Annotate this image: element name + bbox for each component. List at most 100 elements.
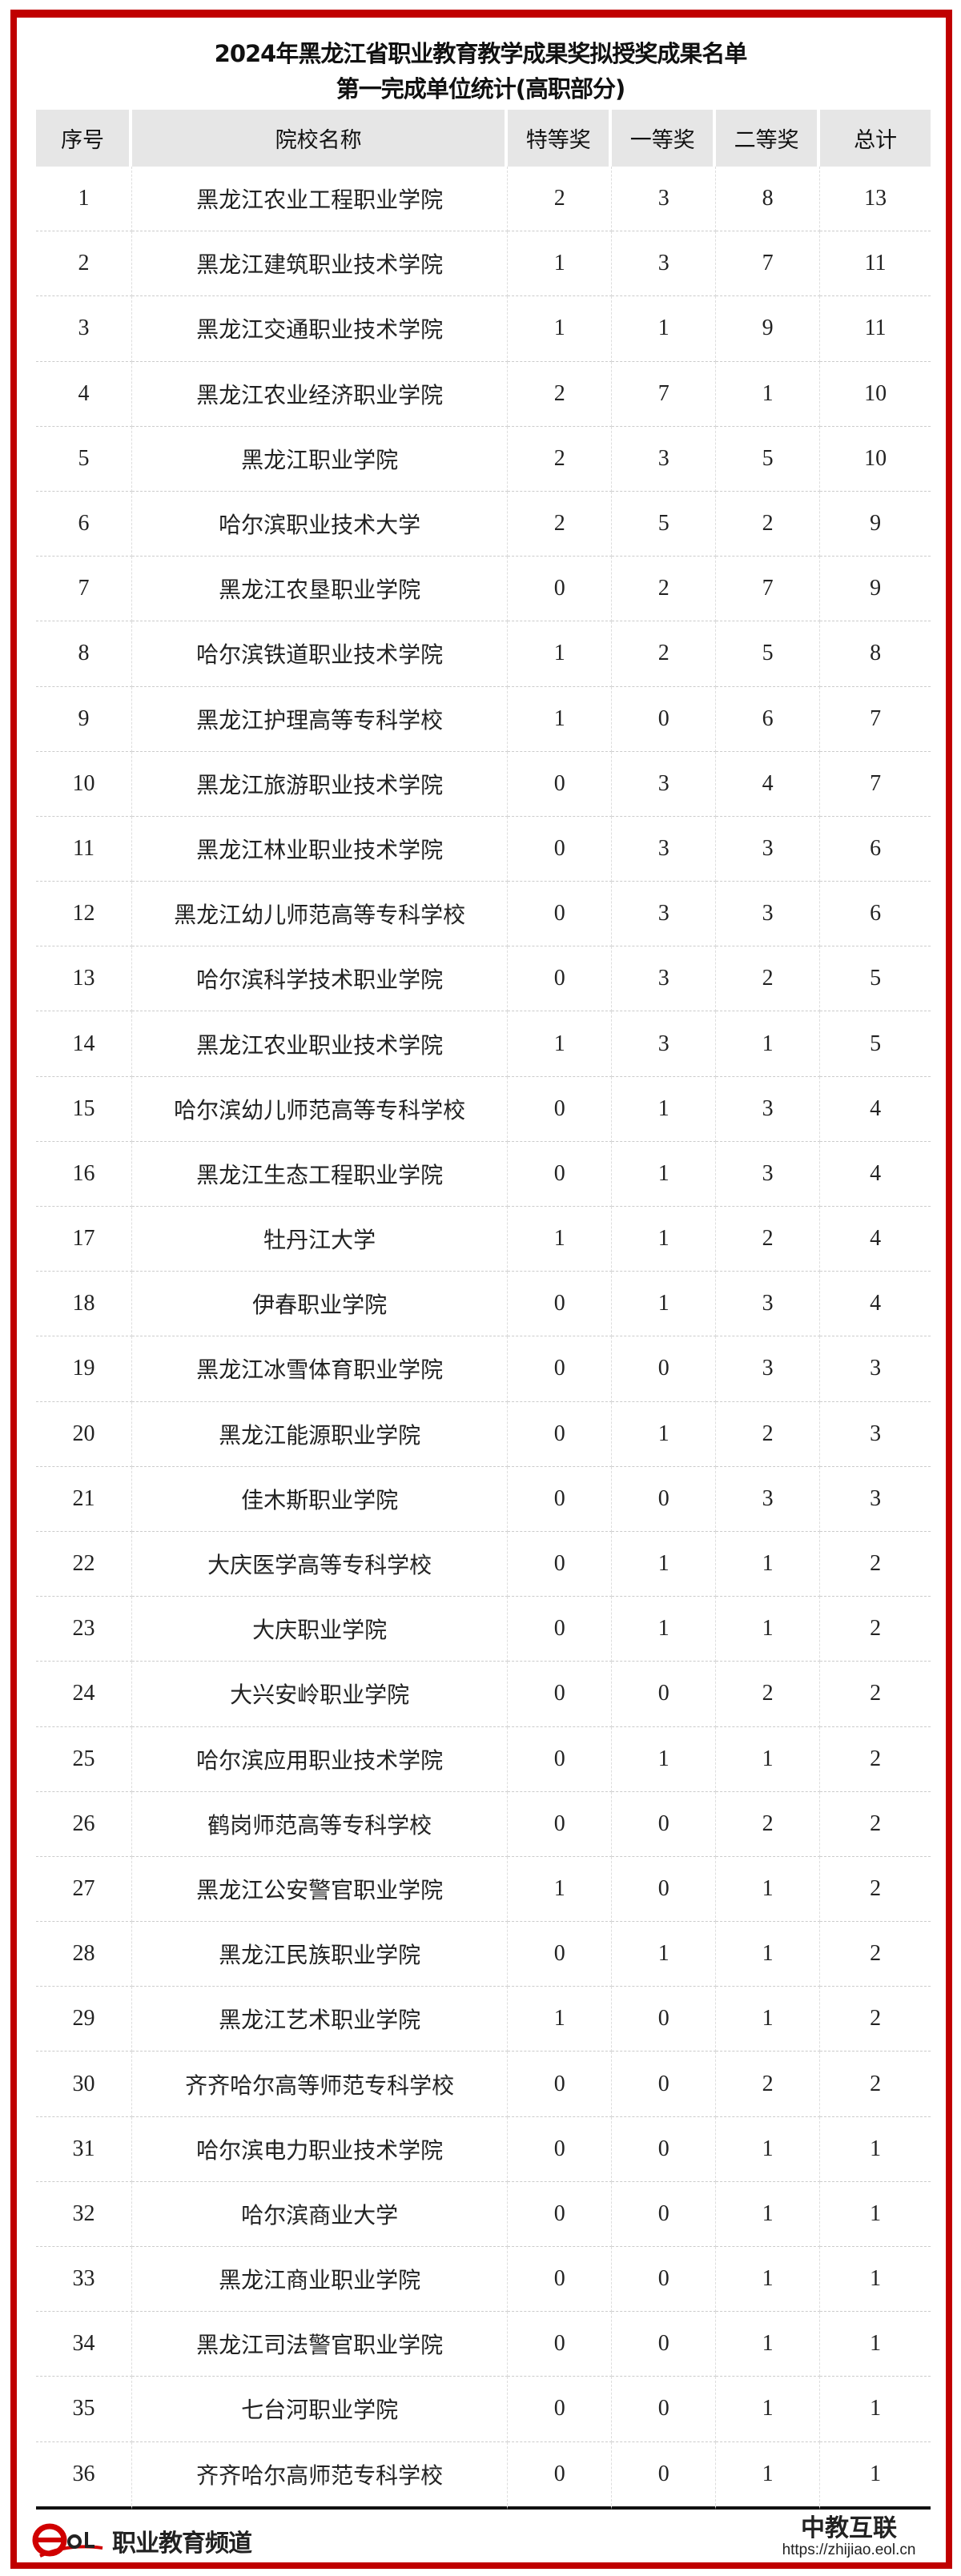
table-row: 5 黑龙江职业学院 2 3 5 10 — [36, 426, 931, 492]
cell-index: 6 — [36, 491, 133, 557]
cell-total: 2 — [820, 1987, 931, 2052]
cell-total: 1 — [820, 2117, 931, 2182]
cell-first: 7 — [612, 361, 717, 427]
table-row: 27 黑龙江公安警官职业学院 1 0 1 2 — [36, 1856, 931, 1923]
cell-first: 1 — [612, 1922, 717, 1987]
cell-first: 3 — [612, 816, 717, 882]
cell-second: 3 — [716, 1272, 821, 1337]
table-row: 1 黑龙江农业工程职业学院 2 3 8 13 — [36, 167, 931, 232]
cell-second: 2 — [716, 491, 821, 557]
cell-second: 3 — [716, 1336, 821, 1402]
cell-index: 13 — [36, 946, 133, 1012]
cell-school: 黑龙江农业经济职业学院 — [132, 361, 509, 427]
table-row: 21 佳木斯职业学院 0 0 3 3 — [36, 1466, 931, 1532]
cell-total: 2 — [820, 1727, 931, 1792]
table-row: 33 黑龙江商业职业学院 0 0 1 1 — [36, 2247, 931, 2313]
cell-index: 10 — [36, 751, 133, 817]
cell-school: 黑龙江建筑职业技术学院 — [132, 231, 509, 297]
eol-logo: 职业教育频道 — [32, 2521, 252, 2561]
cell-school: 黑龙江生态工程职业学院 — [132, 1141, 509, 1207]
cell-school: 七台河职业学院 — [132, 2377, 509, 2442]
cell-special: 0 — [508, 2377, 613, 2442]
cell-second: 2 — [716, 946, 821, 1012]
cell-second: 7 — [716, 231, 821, 297]
cell-index: 22 — [36, 1531, 133, 1597]
cell-index: 19 — [36, 1336, 133, 1402]
cell-first: 3 — [612, 167, 717, 232]
cell-second: 2 — [716, 1401, 821, 1467]
cell-second: 3 — [716, 1141, 821, 1207]
header-school: 院校名称 — [132, 110, 509, 167]
cell-special: 0 — [508, 2116, 613, 2182]
cell-total: 3 — [820, 1402, 931, 1467]
cell-first: 3 — [612, 426, 717, 492]
cell-special: 2 — [508, 361, 613, 427]
cell-index: 7 — [36, 557, 133, 622]
cell-second: 1 — [716, 2312, 821, 2377]
table-row: 7 黑龙江农垦职业学院 0 2 7 9 — [36, 557, 931, 622]
cell-first: 1 — [612, 1726, 717, 1792]
cell-school: 黑龙江职业学院 — [132, 426, 509, 492]
table-body: 1 黑龙江农业工程职业学院 2 3 8 13 2 黑龙江建筑职业技术学院 1 3 7 11 3 黑龙江交通… — [36, 167, 931, 2510]
cell-second: 1 — [716, 2181, 821, 2247]
cell-special: 0 — [508, 1531, 613, 1597]
cell-first: 3 — [612, 882, 717, 947]
cell-school: 黑龙江旅游职业技术学院 — [132, 751, 509, 817]
cell-index: 32 — [36, 2181, 133, 2247]
table-row: 10 黑龙江旅游职业技术学院 0 3 4 7 — [36, 751, 931, 817]
cell-first: 3 — [612, 1011, 717, 1077]
cell-total: 11 — [820, 231, 931, 297]
cell-special: 0 — [508, 1401, 613, 1467]
red-frame — [10, 10, 952, 2569]
cell-special: 1 — [508, 1856, 613, 1923]
cell-school: 哈尔滨职业技术大学 — [132, 491, 509, 557]
brand-block: 中教互联 https://zhijiao.eol.cn — [769, 2508, 929, 2559]
cell-total: 2 — [820, 1922, 931, 1987]
cell-school: 大庆职业学院 — [132, 1597, 509, 1662]
cell-second: 8 — [716, 167, 821, 232]
table-row: 15 哈尔滨幼儿师范高等专科学校 0 1 3 4 — [36, 1076, 931, 1142]
cell-first: 3 — [612, 751, 717, 817]
cell-school: 佳木斯职业学院 — [132, 1466, 509, 1532]
table-row: 16 黑龙江生态工程职业学院 0 1 3 4 — [36, 1141, 931, 1207]
table-row: 25 哈尔滨应用职业技术学院 0 1 1 2 — [36, 1726, 931, 1792]
cell-special: 0 — [508, 1076, 613, 1142]
cell-special: 2 — [508, 426, 613, 492]
cell-total: 4 — [820, 1142, 931, 1207]
cell-total: 1 — [820, 2312, 931, 2377]
table-row: 32 哈尔滨商业大学 0 0 1 1 — [36, 2181, 931, 2247]
cell-school: 黑龙江幼儿师范高等专科学校 — [132, 882, 509, 947]
cell-index: 28 — [36, 1922, 133, 1987]
table-row: 12 黑龙江幼儿师范高等专科学校 0 3 3 6 — [36, 882, 931, 947]
cell-first: 0 — [612, 1466, 717, 1532]
cell-school: 大兴安岭职业学院 — [132, 1662, 509, 1727]
cell-second: 7 — [716, 557, 821, 622]
cell-first: 1 — [612, 1207, 717, 1272]
cell-first: 0 — [612, 1791, 717, 1857]
cell-total: 7 — [820, 687, 931, 752]
cell-index: 33 — [36, 2247, 133, 2313]
cell-total: 4 — [820, 1207, 931, 1272]
table-row: 28 黑龙江民族职业学院 0 1 1 2 — [36, 1922, 931, 1987]
cell-second: 1 — [716, 2441, 821, 2510]
cell-special: 0 — [508, 2441, 613, 2510]
cell-school: 哈尔滨幼儿师范高等专科学校 — [132, 1076, 509, 1142]
cell-index: 2 — [36, 231, 133, 297]
cell-special: 1 — [508, 621, 613, 687]
cell-index: 34 — [36, 2312, 133, 2377]
cell-index: 12 — [36, 882, 133, 947]
cell-index: 8 — [36, 621, 133, 687]
cell-index: 27 — [36, 1856, 133, 1923]
cell-special: 0 — [508, 1662, 613, 1727]
table-row: 3 黑龙江交通职业技术学院 1 1 9 11 — [36, 296, 931, 362]
cell-index: 3 — [36, 296, 133, 362]
cell-index: 30 — [36, 2052, 133, 2117]
cell-special: 1 — [508, 1987, 613, 2052]
table-row: 6 哈尔滨职业技术大学 2 5 2 9 — [36, 491, 931, 557]
cell-school: 哈尔滨商业大学 — [132, 2181, 509, 2247]
cell-first: 1 — [612, 1076, 717, 1142]
cell-total: 7 — [820, 752, 931, 817]
table-row: 22 大庆医学高等专科学校 0 1 1 2 — [36, 1531, 931, 1597]
table-row: 8 哈尔滨铁道职业技术学院 1 2 5 8 — [36, 621, 931, 687]
cell-total: 6 — [820, 817, 931, 882]
